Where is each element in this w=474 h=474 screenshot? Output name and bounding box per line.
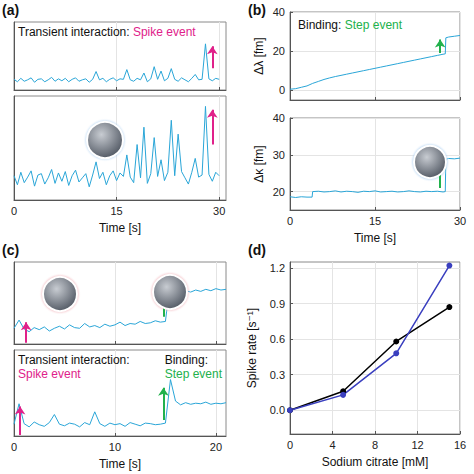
svg-text:Spike event: Spike event xyxy=(18,367,81,381)
svg-text:30: 30 xyxy=(213,205,225,217)
svg-text:8: 8 xyxy=(372,439,378,451)
svg-text:Sodium citrate [mM]: Sodium citrate [mM] xyxy=(322,455,429,469)
svg-text:Time [s]: Time [s] xyxy=(99,221,141,235)
svg-text:Step event: Step event xyxy=(345,18,403,32)
svg-text:0.3: 0.3 xyxy=(270,369,285,381)
svg-text:20: 20 xyxy=(273,186,285,198)
svg-text:Step event: Step event xyxy=(165,367,223,381)
svg-text:Δλ [fm]: Δλ [fm] xyxy=(252,37,266,74)
svg-text:12: 12 xyxy=(411,439,423,451)
svg-text:Binding:: Binding: xyxy=(165,353,208,367)
svg-text:15: 15 xyxy=(110,205,122,217)
svg-text:Time [s]: Time [s] xyxy=(99,457,141,471)
svg-text:0.6: 0.6 xyxy=(270,333,285,345)
svg-text:40: 40 xyxy=(273,6,285,18)
svg-text:40: 40 xyxy=(273,112,285,124)
svg-text:20: 20 xyxy=(210,441,222,453)
svg-text:Spike event: Spike event xyxy=(133,25,196,39)
svg-text:16: 16 xyxy=(454,439,466,451)
svg-text:0: 0 xyxy=(11,441,17,453)
svg-text:(a): (a) xyxy=(2,2,19,18)
svg-text:15: 15 xyxy=(369,215,381,227)
svg-text:0: 0 xyxy=(279,84,285,96)
svg-text:(b): (b) xyxy=(248,2,266,18)
svg-text:0: 0 xyxy=(287,215,293,227)
svg-text:Transient interaction:: Transient interaction: xyxy=(18,25,133,39)
svg-text:Binding:: Binding: xyxy=(298,18,345,32)
svg-text:4: 4 xyxy=(329,439,335,451)
svg-text:0: 0 xyxy=(11,205,17,217)
svg-text:0: 0 xyxy=(287,439,293,451)
svg-text:0.0: 0.0 xyxy=(270,404,285,416)
svg-text:Time [s]: Time [s] xyxy=(354,231,396,245)
svg-text:10: 10 xyxy=(109,441,121,453)
svg-text:Transient interaction:: Transient interaction: xyxy=(18,353,130,367)
svg-text:20: 20 xyxy=(273,45,285,57)
svg-text:(d): (d) xyxy=(248,242,266,258)
svg-text:1.2: 1.2 xyxy=(270,262,285,274)
svg-text:Δκ [fm]: Δκ [fm] xyxy=(252,145,266,182)
svg-text:30: 30 xyxy=(454,215,466,227)
svg-text:Spike rate [s⁻¹]: Spike rate [s⁻¹] xyxy=(245,308,259,388)
svg-text:(c): (c) xyxy=(2,242,19,258)
svg-text:0.9: 0.9 xyxy=(270,298,285,310)
svg-text:30: 30 xyxy=(273,149,285,161)
